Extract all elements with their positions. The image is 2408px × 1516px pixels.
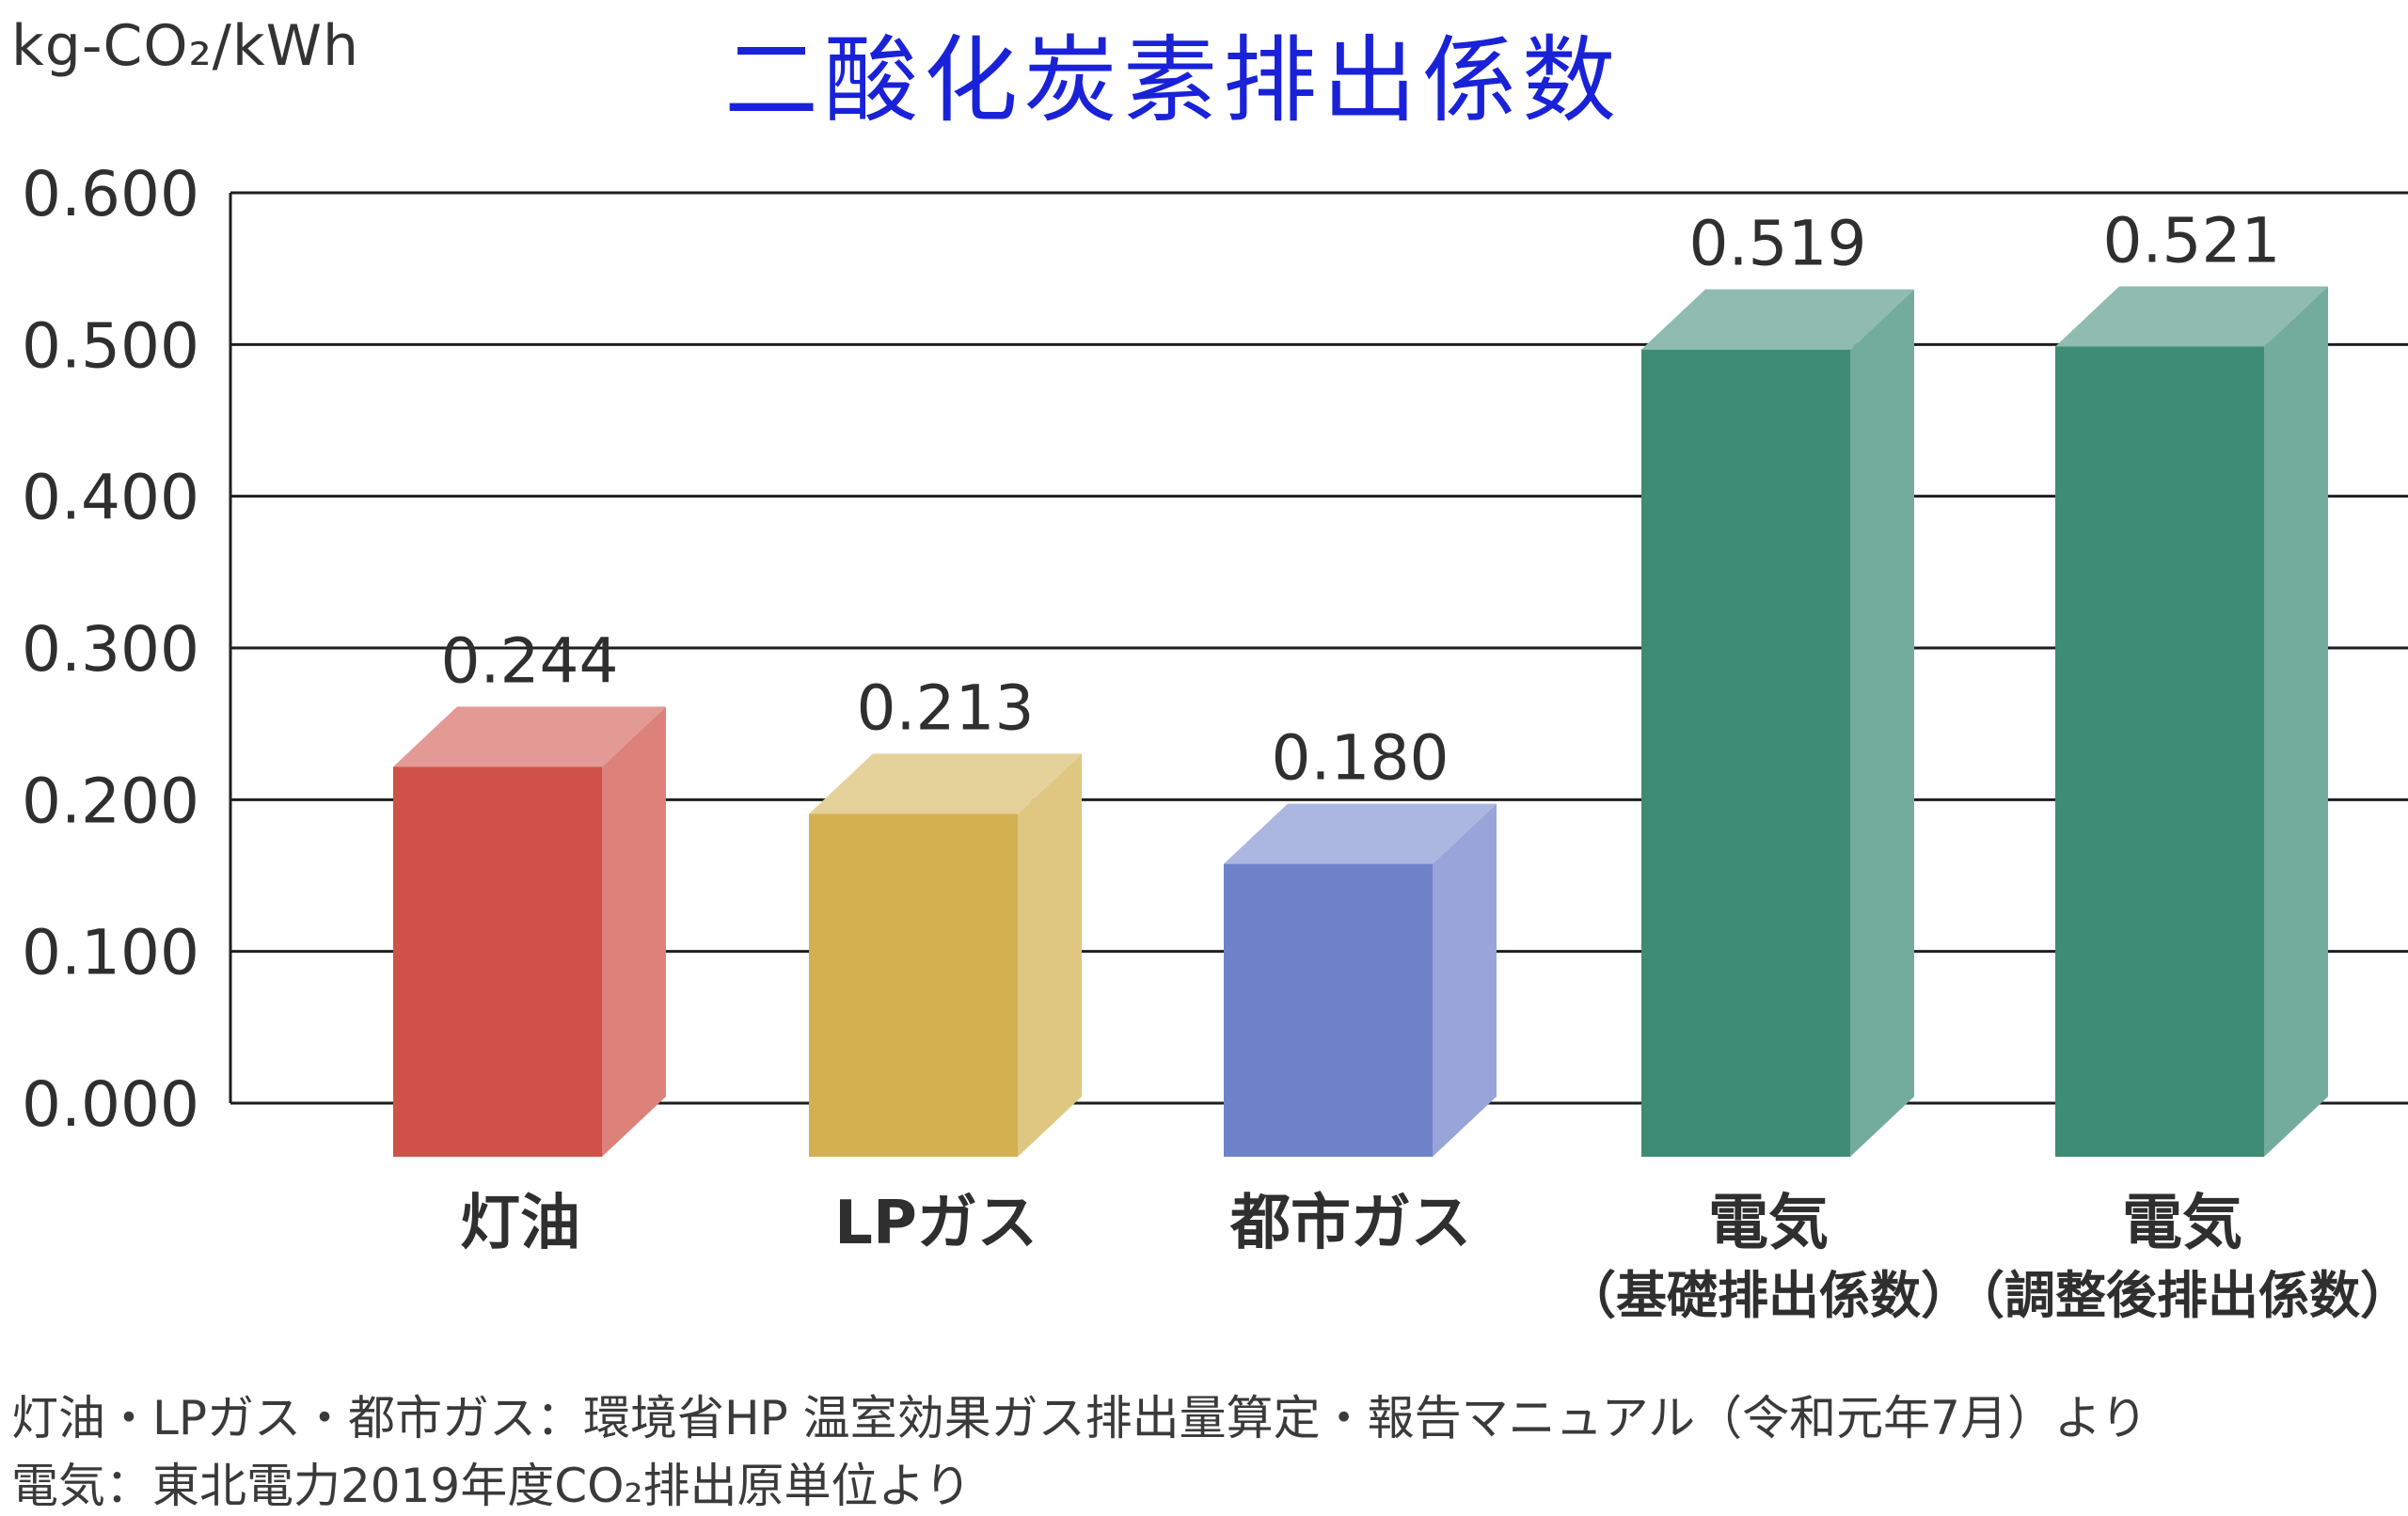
bar <box>393 706 666 1157</box>
bar-side-face <box>1850 289 1914 1157</box>
bar-top-face <box>2055 286 2328 347</box>
bar-value-label: 0.519 <box>1689 208 1867 280</box>
bar-value-label: 0.244 <box>441 624 619 697</box>
bar-side-face <box>602 706 666 1157</box>
bar-top-face <box>1224 803 1497 864</box>
y-tick-label: 0.500 <box>22 309 199 382</box>
bar-front-face <box>1224 863 1433 1157</box>
category-label: LPガス <box>834 1189 1038 1258</box>
category-label: 都市ガス <box>1229 1189 1471 1258</box>
y-tick-label: 0.600 <box>22 158 199 230</box>
bar-value-label: 0.180 <box>1272 722 1450 795</box>
bars <box>393 286 2328 1157</box>
source-note-electricity: 電気：東北電力2019年度CO₂排出原単位より <box>11 1459 972 1513</box>
category-sublabel: （調整後排出係数） <box>1954 1266 2408 1325</box>
source-note-fuels: 灯油・LPガス・都市ガス：環境省HP 温室効果ガス排出量算定・報告マニュアル（令… <box>11 1391 2147 1445</box>
bar <box>1641 289 1914 1157</box>
bar <box>2055 286 2328 1157</box>
bar-value-label: 0.213 <box>857 671 1035 744</box>
value-labels: 0.244 0.213 0.180 0.519 0.521 <box>441 204 2281 794</box>
y-tick-labels: 0.000 0.100 0.200 0.300 0.400 0.500 0.600 <box>22 158 199 1141</box>
bar-top-face <box>1641 289 1914 350</box>
bar-chart: 0.000 0.100 0.200 0.300 0.400 0.500 0.600 0.24… <box>22 158 2408 1325</box>
category-labels: 灯油 LPガス 都市ガス 電気 （基礎排出係数） 電気 （調整後排出係数） <box>460 1189 2408 1325</box>
category-sublabel: （基礎排出係数） <box>1565 1266 1972 1325</box>
y-tick-label: 0.100 <box>22 917 199 989</box>
category-label: 電気 <box>2122 1189 2242 1258</box>
y-axis-unit-label: kg-CO₂/kWh <box>11 13 359 79</box>
bar-front-face <box>1641 349 1850 1157</box>
bar-top-face <box>393 706 666 767</box>
category-label: 灯油 <box>460 1189 580 1258</box>
bar-side-face <box>1433 803 1497 1157</box>
bar-side-face <box>1018 753 1082 1157</box>
chart-title: 二酸化炭素排出係数 <box>724 25 1622 135</box>
bar-side-face <box>2264 286 2328 1157</box>
y-tick-label: 0.300 <box>22 613 199 686</box>
y-tick-label: 0.400 <box>22 462 199 534</box>
y-tick-label: 0.200 <box>22 765 199 837</box>
bar-front-face <box>2055 346 2264 1157</box>
bar-front-face <box>809 813 1018 1157</box>
bar <box>1224 803 1497 1157</box>
bar-value-label: 0.521 <box>2103 204 2281 276</box>
bar-front-face <box>393 766 602 1157</box>
y-tick-label: 0.000 <box>22 1068 199 1141</box>
category-label: 電気 <box>1708 1189 1829 1258</box>
bar-top-face <box>809 753 1082 814</box>
bar <box>809 753 1082 1157</box>
